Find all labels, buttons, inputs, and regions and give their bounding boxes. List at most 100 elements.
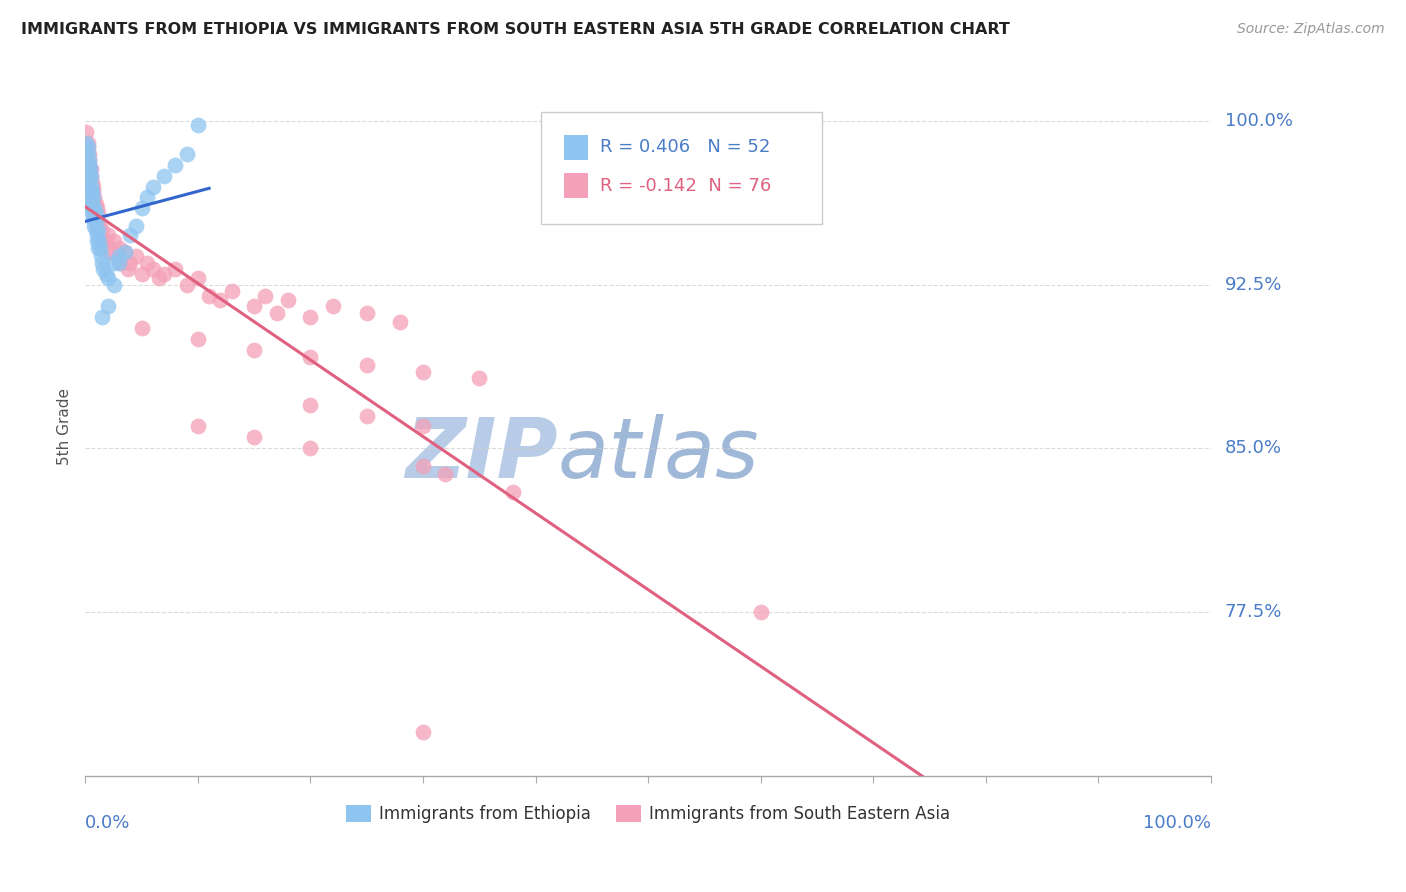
Point [93, 262, 115, 277]
Text: Source: ZipAtlas.com: Source: ZipAtlas.com [1237, 22, 1385, 37]
Text: IMMIGRANTS FROM ETHIOPIA VS IMMIGRANTS FROM SOUTH EASTERN ASIA 5TH GRADE CORRELA: IMMIGRANTS FROM ETHIOPIA VS IMMIGRANTS F… [21, 22, 1010, 37]
Point [98, 244, 121, 259]
Point [77, 153, 100, 168]
Point [299, 350, 322, 364]
Point [412, 419, 434, 434]
Point [79, 162, 101, 177]
Point [84, 205, 107, 219]
Point [125, 249, 148, 263]
Point [82, 190, 104, 204]
Point [299, 442, 322, 456]
Point [243, 430, 266, 444]
Point [76, 125, 98, 139]
Text: ZIP: ZIP [405, 414, 558, 495]
Point [131, 321, 153, 335]
Point [136, 256, 159, 270]
Point [87, 223, 110, 237]
Point [110, 256, 132, 270]
Point [187, 271, 209, 285]
Point [165, 158, 187, 172]
Point [299, 398, 322, 412]
Text: 100.0%: 100.0% [1225, 112, 1292, 130]
Point [82, 205, 104, 219]
Point [114, 244, 136, 259]
Point [254, 288, 277, 302]
Point [86, 202, 108, 216]
Point [80, 190, 103, 204]
Point [412, 365, 434, 379]
Point [97, 271, 120, 285]
Point [79, 169, 101, 183]
Text: atlas: atlas [558, 414, 759, 495]
Point [136, 190, 159, 204]
Point [103, 234, 125, 248]
Point [77, 158, 100, 172]
Point [243, 343, 266, 358]
Point [103, 256, 125, 270]
Point [209, 293, 232, 307]
Point [108, 241, 131, 255]
Point [76, 140, 98, 154]
Point [90, 249, 112, 263]
Point [87, 234, 110, 248]
Text: 0.0%: 0.0% [86, 814, 131, 832]
Point [83, 202, 105, 216]
Point [176, 146, 198, 161]
Point [103, 277, 125, 292]
Point [198, 288, 221, 302]
Text: R = 0.406   N = 52: R = 0.406 N = 52 [599, 138, 770, 156]
Point [76, 140, 98, 154]
Point [412, 724, 434, 739]
Point [187, 332, 209, 346]
Point [412, 458, 434, 473]
Point [389, 315, 412, 329]
Text: 92.5%: 92.5% [1225, 276, 1282, 293]
Point [221, 284, 243, 298]
Point [356, 306, 378, 320]
Point [83, 190, 105, 204]
Point [82, 212, 104, 227]
Point [79, 175, 101, 189]
Point [356, 409, 378, 423]
Point [80, 162, 103, 177]
Point [90, 234, 112, 248]
Text: 100.0%: 100.0% [1143, 814, 1211, 832]
Point [82, 179, 104, 194]
Point [79, 184, 101, 198]
Point [120, 256, 142, 270]
Point [94, 267, 117, 281]
Point [82, 184, 104, 198]
Y-axis label: 5th Grade: 5th Grade [58, 388, 72, 465]
Point [77, 153, 100, 168]
Point [80, 169, 103, 183]
Point [266, 306, 288, 320]
Point [76, 136, 98, 150]
Point [117, 262, 139, 277]
Point [165, 262, 187, 277]
Point [83, 202, 105, 216]
FancyBboxPatch shape [564, 135, 588, 160]
Point [187, 119, 209, 133]
Point [82, 197, 104, 211]
Point [82, 184, 104, 198]
Point [277, 293, 299, 307]
Point [77, 158, 100, 172]
Point [91, 223, 114, 237]
Point [148, 271, 170, 285]
Point [86, 219, 108, 233]
Point [142, 262, 165, 277]
Point [87, 219, 110, 233]
Point [356, 359, 378, 373]
Point [108, 249, 131, 263]
Point [84, 223, 107, 237]
Point [91, 256, 114, 270]
Point [76, 146, 98, 161]
Point [80, 184, 103, 198]
Point [87, 205, 110, 219]
Point [76, 136, 98, 150]
Point [94, 234, 117, 248]
Point [322, 300, 344, 314]
Point [187, 419, 209, 434]
Point [131, 202, 153, 216]
Point [83, 205, 105, 219]
